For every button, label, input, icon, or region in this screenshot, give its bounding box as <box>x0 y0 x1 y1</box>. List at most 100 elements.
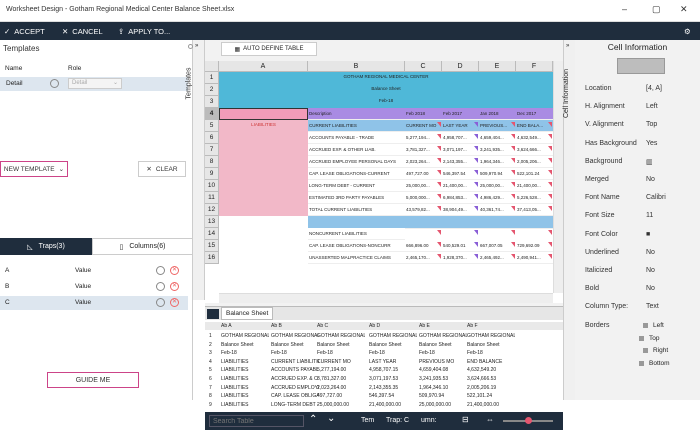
trap-row[interactable]: B Value ✕ <box>5 282 179 291</box>
grid-cell[interactable]: 5,000,000... <box>405 192 442 204</box>
grid-cell[interactable]: ESTIMATED 3RD PARTY PAYABLES <box>308 192 405 204</box>
row-header[interactable]: 16 <box>205 252 219 264</box>
grid-cell[interactable]: 25,000,00... <box>405 180 442 192</box>
grid-cell[interactable]: 3,071,197... <box>442 144 479 156</box>
auto-define-table-button[interactable]: ▦ AUTO DEFINE TABLE <box>221 42 317 56</box>
trap-row-selected[interactable]: C Value ✕ <box>0 296 188 310</box>
grid-cell[interactable]: 4,986,429... <box>479 192 516 204</box>
table-column-header[interactable]: Ab C <box>317 323 329 329</box>
grid-cell[interactable] <box>516 228 553 229</box>
grid-cell[interactable]: 509,970.94 <box>479 168 516 180</box>
pin-icon[interactable] <box>188 44 193 49</box>
clear-button[interactable]: ✕ CLEAR <box>138 161 186 177</box>
grid-cell[interactable]: 1,964,346... <box>479 156 516 168</box>
spreadsheet-grid[interactable]: A B C D E F 1 2 3 4 5 6 7 8 9 10 11 12 13 14 15 16 GOTH… <box>205 61 563 303</box>
row-header[interactable]: 8 <box>205 156 219 168</box>
grid-cell[interactable]: 21,400,00... <box>442 180 479 192</box>
close-button[interactable]: ✕ <box>680 4 688 14</box>
grid-cell[interactable]: PREVIOUS... <box>479 120 516 132</box>
apply-to-button[interactable]: ⇪ APPLY TO... <box>118 26 171 36</box>
grid-cell[interactable]: LAST YEAR <box>442 120 479 132</box>
grid-cell[interactable]: END BALA... <box>516 120 553 132</box>
grid-cell[interactable] <box>479 228 516 229</box>
grid-cell[interactable]: CURRENT MO <box>405 120 442 132</box>
grid-cell[interactable]: 38,904,49... <box>442 204 479 216</box>
col-header-c[interactable]: C <box>405 61 442 72</box>
fit-width-icon[interactable]: ⇔ <box>486 415 494 424</box>
tab-traps[interactable]: ◺ Traps(3) <box>0 238 92 255</box>
edit-icon[interactable] <box>50 79 59 88</box>
table-column-header[interactable]: Ab E <box>419 323 430 329</box>
col-header-b[interactable]: B <box>308 61 405 72</box>
grid-cell[interactable]: 3,241,935... <box>479 144 516 156</box>
expand-icon[interactable]: » <box>195 43 199 49</box>
delete-icon[interactable]: ✕ <box>170 298 179 307</box>
extracted-table[interactable]: Ab A Ab B Ab C Ab D Ab E Ab F 1 GOTHAM REGIONAL… <box>205 320 563 412</box>
vertical-scrollbar[interactable] <box>553 61 563 293</box>
maximize-button[interactable]: ▢ <box>652 4 661 14</box>
role-select[interactable]: Detail ⌄ <box>68 78 122 89</box>
grid-cell[interactable]: ACCRUED EXP. & OTHER LIAB. <box>308 144 405 156</box>
grid-cell[interactable]: ACCRUED EMPLOYEE PERSONAL DAYS <box>308 156 405 168</box>
chevron-up-icon[interactable]: ⌃ <box>309 414 318 425</box>
grid-cell[interactable]: 3,781,327... <box>405 144 442 156</box>
grid-cell[interactable]: 2,143,355... <box>442 156 479 168</box>
delete-icon[interactable]: ✕ <box>170 266 179 275</box>
table-column-header[interactable]: Ab B <box>271 323 282 329</box>
grid-cell[interactable]: 1,928,370... <box>442 252 479 264</box>
row-header[interactable]: 7 <box>205 144 219 156</box>
grid-cell[interactable]: 2,005,206... <box>516 156 553 168</box>
grid-cell[interactable]: 40,361,74... <box>479 204 516 216</box>
grid-cell[interactable]: 2,465,492... <box>479 252 516 264</box>
grid-cell[interactable]: 2,490,941... <box>516 252 553 264</box>
grid-cell[interactable]: NONCURRENT LIABILITIES <box>308 228 405 240</box>
edit-icon[interactable] <box>156 282 165 291</box>
cancel-button[interactable]: ✕ CANCEL <box>62 26 103 36</box>
table-column-header[interactable]: Ab A <box>221 323 232 329</box>
row-header[interactable]: 12 <box>205 204 219 216</box>
row-header[interactable]: 4 <box>205 108 219 120</box>
grid-cell[interactable]: 5,277,194... <box>405 132 442 144</box>
grid-cell[interactable]: CAP. LEASE OBLIGATIONS-CURRENT <box>308 168 405 180</box>
grid-cell[interactable]: TOTAL CURRENT LIABILITIES <box>308 204 405 216</box>
grid-cell[interactable]: 5,226,528... <box>516 192 553 204</box>
accept-button[interactable]: ✓ ACCEPT <box>4 26 45 36</box>
grid-cell[interactable]: 37,413,05... <box>516 204 553 216</box>
guide-me-button[interactable]: GUIDE ME <box>47 372 139 388</box>
templates-strip[interactable]: » Templates <box>185 40 205 300</box>
row-header[interactable]: 6 <box>205 132 219 144</box>
grid-cell[interactable]: 4,958,707... <box>442 132 479 144</box>
zoom-slider-thumb[interactable] <box>525 417 532 424</box>
grid-cell[interactable]: 667,007.05 <box>479 240 516 252</box>
edit-icon[interactable] <box>156 266 165 275</box>
collapse-icon[interactable]: » <box>566 43 570 49</box>
horizontal-scrollbar[interactable] <box>219 293 553 303</box>
minimize-button[interactable]: – <box>622 4 628 14</box>
grid-cell[interactable]: 21,400,00... <box>516 180 553 192</box>
grid-cell[interactable]: 546,397.54 <box>442 168 479 180</box>
col-header-d[interactable]: D <box>442 61 479 72</box>
table-row[interactable]: 8 LIABILITIES CAP. LEASE OBLIGATI...497,72… <box>205 392 563 400</box>
trap-row[interactable]: A Value ✕ <box>5 266 179 275</box>
grid-cell[interactable]: 43,579,82... <box>405 204 442 216</box>
table-row[interactable]: 4 LIABILITIES CURRENT LIABILITIES CURRENT M… <box>205 358 563 366</box>
tab-columns[interactable]: ▯ Columns(6) <box>92 238 193 255</box>
table-row[interactable]: 2 Balance Sheet Balance Sheet Balance Sheet… <box>205 341 563 349</box>
row-header[interactable]: 10 <box>205 180 219 192</box>
row-header[interactable]: 11 <box>205 192 219 204</box>
new-template-button[interactable]: NEW TEMPLATE ⌄ <box>0 161 68 177</box>
sheet-nav-icon[interactable] <box>207 309 219 319</box>
sheet-tab-balance[interactable]: Balance Sheet <box>221 307 274 320</box>
table-row[interactable]: 7 LIABILITIES ACCRUED EMPLOYEE...2,023,264… <box>205 384 563 392</box>
table-row[interactable]: 3 Feb-18 Feb-18 Feb-18 Feb-18 Feb-18 Feb-18 <box>205 349 563 357</box>
grid-cell[interactable]: CURRENT LIABILITIES <box>308 120 405 132</box>
grid-cell[interactable]: 25,000,00... <box>479 180 516 192</box>
grid-cell[interactable]: 522,101.24 <box>516 168 553 180</box>
delete-icon[interactable]: ✕ <box>170 282 179 291</box>
table-row[interactable]: 6 LIABILITIES ACCRUED EXP. & OTH...3,781,3… <box>205 375 563 383</box>
grid-cell[interactable]: 2,465,170... <box>405 252 442 264</box>
grid-cell[interactable]: 540,529.01 <box>442 240 479 252</box>
selected-cell-a4[interactable] <box>219 108 308 120</box>
